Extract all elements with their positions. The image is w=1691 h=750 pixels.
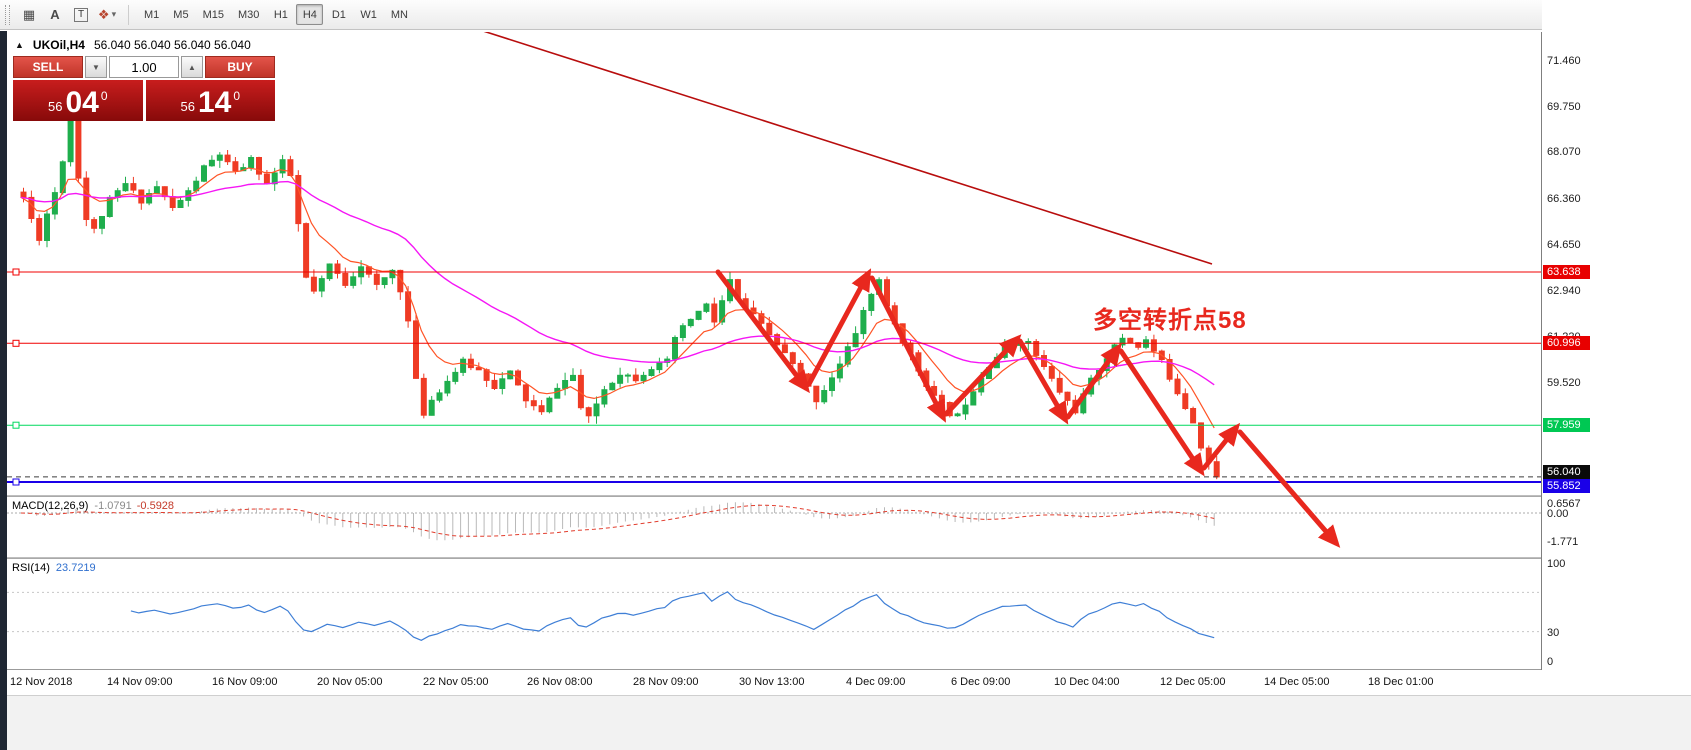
macd-scale-label: -1.771 [1547,535,1579,548]
price-axis-label: 59.520 [1547,377,1581,390]
time-axis-label: 26 Nov 08:00 [527,676,593,688]
timeframe-mn[interactable]: MN [390,8,408,21]
price-badge: 55.852 [1543,478,1590,493]
timeframe-d1[interactable]: D1 [331,8,346,21]
buy-price-pip: 0 [233,89,241,103]
timeframe-h4[interactable]: H4 [296,4,324,25]
timeframe-h1[interactable]: H1 [273,8,288,21]
buy-price-main: 14 [197,86,232,119]
chart-annotation: 多空转折点58 [1093,307,1247,334]
time-axis-label: 6 Dec 09:00 [951,676,1011,688]
new-chart-grid-icon[interactable]: ▦ [22,6,36,22]
one-click-trading-panel: SELL ▼ ▲ BUY 56 04 0 56 14 0 [13,56,275,121]
draw-tools-icon[interactable]: ❖ ▾ [97,6,117,22]
sell-price-pip: 0 [100,89,108,103]
price-axis-label: 62.940 [1547,284,1581,297]
chart-ohlc-values: 56.040 56.040 56.040 56.040 [93,38,251,52]
rsi-label: RSI(14) 23.7219 [12,562,96,574]
rsi-scale-label: 100 [1547,558,1566,570]
window-left-border [0,31,7,750]
sell-button[interactable]: SELL [13,56,83,78]
timeframe-m30[interactable]: M30 [237,8,260,21]
time-axis-label: 22 Nov 05:00 [423,676,489,688]
timeframe-w1[interactable]: W1 [360,8,377,21]
rsi-scale-label: 30 [1547,626,1560,639]
text-tool-icon[interactable]: T [69,4,93,26]
time-axis-label: 10 Dec 04:00 [1054,676,1120,688]
timeframe-m1[interactable]: M1 [144,8,160,21]
macd-scale-label: 0.00 [1547,508,1569,520]
buy-price-display[interactable]: 56 14 0 [145,80,275,121]
sell-price-prefix: 56 [47,99,63,114]
price-axis-label: 69.750 [1547,101,1581,114]
time-axis-label: 16 Nov 09:00 [212,676,278,688]
cursor-a-icon[interactable]: A [50,7,60,22]
macd-label: MACD(12,26,9) -1.0791 -0.5928 [12,500,175,512]
price-badge: 57.959 [1543,418,1590,433]
macd-signal-value: -0.5928 [136,500,175,512]
workspace: ▲ UKOil,H4 56.040 56.040 56.040 56.040 S… [0,30,1691,750]
price-axis-label: 66.360 [1547,192,1581,205]
price-axis-label: 68.070 [1547,146,1581,159]
price-axis-border [1541,32,1542,670]
toolbar-drag-handle[interactable] [5,4,10,25]
price-badge: 63.638 [1543,265,1590,279]
price-axis-label: 64.650 [1547,238,1581,251]
macd-scale-label: 0.6567 [1547,497,1581,510]
one-click-collapse-icon[interactable]: ▲ [15,40,24,50]
toolbar-separator [128,4,129,25]
rsi-plot [7,591,1542,641]
time-axis-label: 12 Nov 2018 [10,676,73,688]
buy-button[interactable]: BUY [205,56,275,78]
time-axis-label: 14 Nov 09:00 [107,676,173,688]
macd-plot [7,502,1542,541]
time-axis[interactable]: 12 Nov 2018 14 Nov 09:00 16 Nov 09:00 20 No… [7,671,1542,695]
splitter-macd-rsi[interactable] [7,557,1542,559]
rsi-pane: RSI(14) 23.7219 [7,559,1542,670]
rsi-scale-label: 0 [1547,656,1554,668]
macd-pane: MACD(12,26,9) -1.0791 -0.5928 [7,497,1542,557]
sell-price-main: 04 [65,86,99,119]
time-axis-label: 28 Nov 09:00 [633,676,699,688]
volume-decrease-button[interactable]: ▼ [85,56,107,78]
dropdown-caret-icon: ▾ [111,9,117,19]
macd-main-value: -1.0791 [94,500,132,512]
splitter-main-macd[interactable] [7,495,1542,497]
price-badge: 56.040 [1543,464,1590,479]
footer-area [7,695,1691,750]
time-axis-label: 20 Nov 05:00 [317,676,383,688]
rsi-value: 23.7219 [55,562,96,574]
price-axis[interactable]: 71.46069.75068.07066.36064.65062.94061.2… [1542,0,1691,668]
time-axis-label: 18 Dec 01:00 [1368,676,1434,688]
time-axis-label: 12 Dec 05:00 [1160,676,1226,688]
sell-price-display[interactable]: 56 04 0 [13,80,143,121]
time-axis-label: 14 Dec 05:00 [1264,676,1330,688]
timeframe-buttons: M1 M5 M15 M30 H1 H4 D1 W1 MN [137,4,415,25]
time-axis-label: 30 Nov 13:00 [739,676,805,688]
timeframe-m15[interactable]: M15 [202,8,224,21]
volume-increase-button[interactable]: ▲ [181,56,203,78]
time-axis-label: 4 Dec 09:00 [846,676,906,688]
price-badge: 60.996 [1543,336,1590,351]
toolbar: ▦ A T ❖ ▾ M1 M5 M15 M30 H1 H4 D1 W1 MN [0,0,1691,30]
buy-price-prefix: 56 [180,99,195,114]
volume-input[interactable] [109,56,179,78]
chart-header: ▲ UKOil,H4 56.040 56.040 56.040 56.040 [15,38,251,52]
chart-title: UKOil,H4 [32,38,85,52]
main-chart-pane[interactable]: ▲ UKOil,H4 56.040 56.040 56.040 56.040 S… [7,32,1542,495]
price-axis-label: 71.460 [1547,55,1581,68]
timeframe-m5[interactable]: M5 [173,8,189,21]
